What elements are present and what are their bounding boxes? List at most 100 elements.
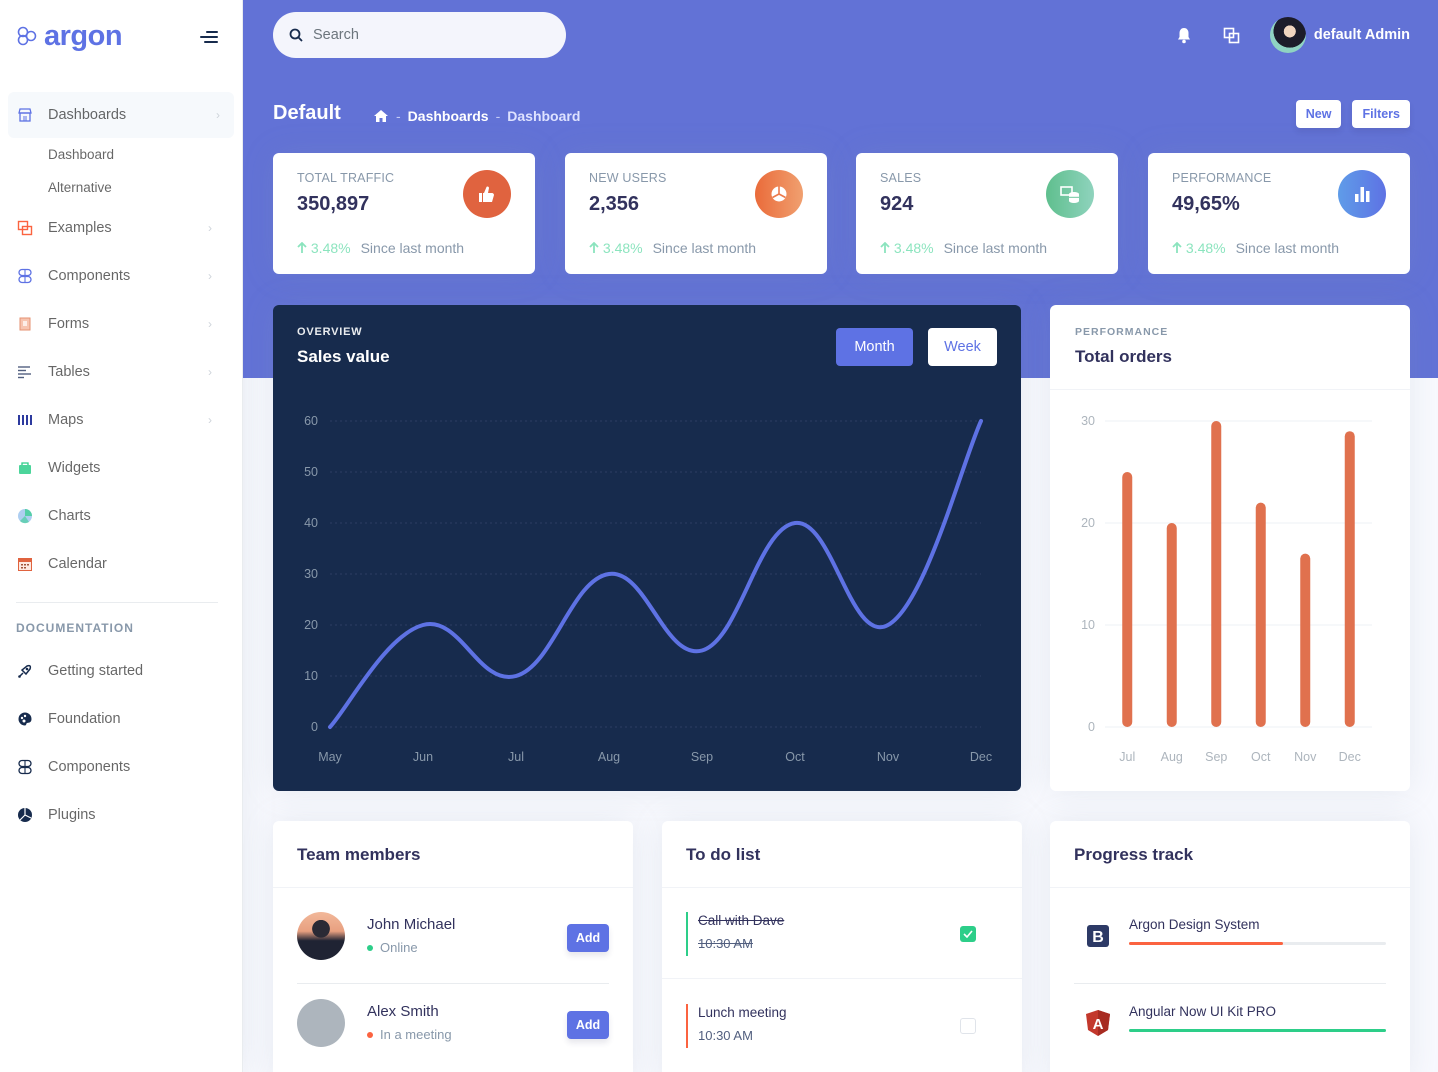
stat-value: 49,65% — [1172, 193, 1240, 215]
row-divider — [1074, 983, 1386, 984]
stat-title: SALES — [880, 171, 922, 185]
sidebar-item-doc-components[interactable]: Components — [0, 743, 234, 791]
bell-icon[interactable] — [1174, 25, 1194, 45]
sidebar-item-charts[interactable]: Charts — [0, 492, 234, 540]
month-toggle-button[interactable]: Month — [836, 328, 913, 366]
card-title: Team members — [297, 845, 421, 864]
sidebar-nav: Dashboards › Dashboard Alternative Examp… — [0, 92, 242, 839]
align-left-icon — [16, 363, 34, 381]
topbar-actions: default Admin — [1174, 16, 1410, 54]
stat-icon-wrapper — [1338, 170, 1386, 218]
todo-checkbox[interactable] — [960, 926, 976, 942]
sidebar-item-tables[interactable]: Tables › — [0, 348, 234, 396]
stat-card-sales: SALES 924 3.48% Since last month — [856, 153, 1118, 274]
sidenav-toggle-icon[interactable] — [200, 28, 218, 46]
stat-footer: 3.48% Since last month — [297, 240, 464, 256]
sidebar-item-widgets[interactable]: Widgets — [0, 444, 234, 492]
archive-icon — [16, 459, 34, 477]
list-item: John Michael Online Add — [297, 912, 609, 1000]
sidebar-item-plugins[interactable]: Plugins — [0, 791, 234, 839]
todo-title: Call with Dave — [698, 913, 785, 928]
ui-components-icon — [16, 758, 34, 776]
svg-text:Jun: Jun — [413, 750, 433, 764]
home-icon[interactable] — [373, 109, 389, 123]
sidebar-item-dashboards[interactable]: Dashboards › — [8, 92, 234, 138]
chevron-right-icon: › — [208, 317, 212, 331]
search-input[interactable] — [313, 27, 533, 43]
pie-chart-icon — [16, 507, 34, 525]
header-buttons: New Filters — [1295, 100, 1410, 128]
sidebar-item-label: Widgets — [48, 460, 101, 476]
todo-status-bar — [686, 1004, 688, 1048]
map-icon — [16, 411, 34, 429]
sales-line-chart[interactable]: 0 10 20 30 40 50 60 May Jun Jul Aug Sep Oct Nov Dec — [273, 305, 1021, 791]
sidebar-item-examples[interactable]: Examples › — [0, 204, 234, 252]
forms-icon — [16, 315, 34, 333]
svg-text:Nov: Nov — [877, 750, 900, 764]
member-name: Alex Smith — [367, 1003, 439, 1020]
avatar[interactable] — [297, 912, 345, 960]
card-pretitle: PERFORMANCE — [1075, 326, 1169, 338]
sidebar-item-label: Components — [48, 268, 131, 284]
stat-since: Since last month — [360, 240, 465, 256]
sidebar-item-calendar[interactable]: Calendar — [0, 540, 234, 588]
chevron-right-icon: › — [208, 365, 212, 379]
stat-value: 924 — [880, 193, 914, 215]
brand-logo[interactable]: argon — [16, 20, 123, 53]
sidebar-item-forms[interactable]: Forms › — [0, 300, 234, 348]
orders-bar-chart[interactable]: 0 10 20 30 Jul Aug Sep Oct Nov Dec — [1050, 305, 1410, 791]
sidebar-item-label: Plugins — [48, 807, 96, 823]
filters-button[interactable]: Filters — [1352, 100, 1410, 128]
svg-text:Dec: Dec — [1339, 750, 1361, 764]
stat-card-new-users: NEW USERS 2,356 3.48% Since last month — [565, 153, 827, 274]
todo-item: Call with Dave 10:30 AM — [686, 912, 998, 1000]
add-button[interactable]: Add — [567, 924, 609, 952]
new-button[interactable]: New — [1295, 100, 1342, 128]
svg-text:Sep: Sep — [1205, 750, 1227, 764]
card-header-divider — [1050, 389, 1410, 390]
card-title: Sales value — [297, 347, 390, 366]
status-dot-icon — [367, 1031, 373, 1038]
breadcrumb-item-dashboards[interactable]: Dashboards — [407, 108, 489, 124]
avatar[interactable] — [297, 999, 345, 1047]
ungroup-icon[interactable] — [1222, 25, 1242, 45]
arrow-up-icon — [1172, 242, 1182, 253]
svg-text:20: 20 — [1081, 516, 1095, 530]
svg-text:Aug: Aug — [1161, 750, 1183, 764]
stat-value: 350,897 — [297, 193, 370, 215]
sidebar-item-label: Charts — [48, 508, 91, 524]
user-name[interactable]: default Admin — [1313, 27, 1410, 43]
palette-icon — [16, 710, 34, 728]
sidebar-item-foundation[interactable]: Foundation — [0, 695, 234, 743]
sidebar-item-maps[interactable]: Maps › — [0, 396, 234, 444]
sidebar-subitem-dashboard[interactable]: Dashboard — [48, 147, 115, 162]
sidebar-item-label: Tables — [48, 364, 90, 380]
row-divider — [662, 978, 1022, 979]
add-button[interactable]: Add — [567, 1011, 609, 1039]
breadcrumb: - Dashboards - Dashboard — [373, 108, 580, 124]
search-box[interactable] — [273, 12, 566, 58]
arrow-up-icon — [589, 242, 599, 253]
week-toggle-button[interactable]: Week — [928, 328, 997, 366]
stat-change: 3.48% — [589, 240, 643, 256]
todo-list-card: To do list Call with Dave 10:30 AM Lunch… — [662, 821, 1022, 1072]
svg-text:20: 20 — [304, 618, 318, 632]
svg-text:50: 50 — [304, 465, 318, 479]
todo-checkbox[interactable] — [960, 1018, 976, 1034]
member-name: John Michael — [367, 916, 456, 933]
arrow-up-icon — [297, 242, 307, 253]
sidebar-subitem-alternative[interactable]: Alternative — [48, 180, 112, 195]
components-icon — [16, 267, 34, 285]
sidebar-item-label: Examples — [48, 220, 112, 236]
progress-bar — [1129, 1029, 1386, 1032]
chevron-right-icon: › — [216, 108, 220, 122]
project-name: Argon Design System — [1129, 917, 1260, 932]
stat-icon-wrapper — [1046, 170, 1094, 218]
sidebar-item-components[interactable]: Components › — [0, 252, 234, 300]
sidebar-item-getting-started[interactable]: Getting started — [0, 647, 234, 695]
card-header-divider — [273, 887, 633, 888]
sales-value-card: 0 10 20 30 40 50 60 May Jun Jul Aug Sep Oct Nov Dec OV… — [273, 305, 1021, 791]
user-avatar[interactable] — [1269, 17, 1306, 53]
todo-time: 10:30 AM — [698, 936, 753, 951]
svg-text:Jul: Jul — [508, 750, 524, 764]
